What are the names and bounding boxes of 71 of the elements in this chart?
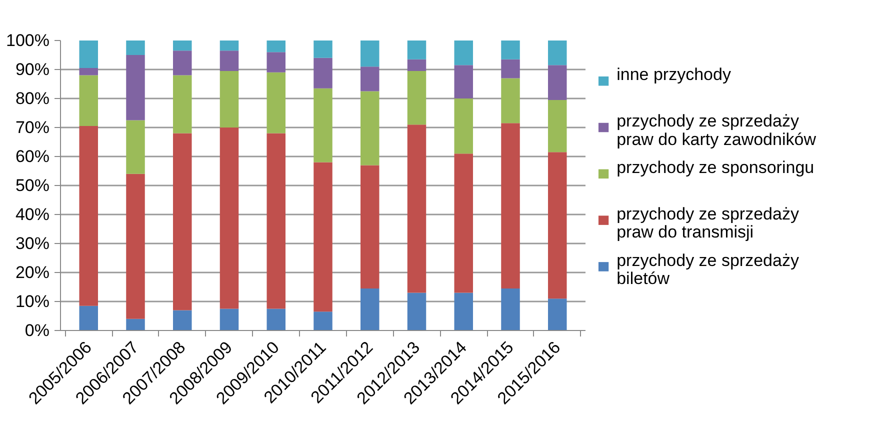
legend-label: przychody ze sprzedaży praw do karty zawodników [616,112,817,149]
bar [173,50,192,76]
bar [360,165,380,288]
y-tick-label: 10% [15,292,50,311]
y-tick-label: 80% [15,89,50,108]
y-tick-label: 50% [15,176,50,195]
bar [266,72,286,134]
bar [220,128,239,309]
bar [126,318,145,330]
bar [314,58,332,88]
bar [220,308,239,330]
bar [454,40,473,66]
bar [501,40,520,60]
bar [266,133,286,309]
bar [79,126,98,306]
bar [548,40,567,66]
bar [454,292,473,330]
y-tick-label: 0% [24,321,50,340]
bar [407,292,426,330]
bar [454,98,473,154]
bar [314,312,332,330]
bar [79,75,98,126]
bar [501,123,520,288]
bar [314,88,332,162]
bar [126,120,145,174]
legend-label: przychody ze sponsoringu [616,158,814,178]
bar [126,174,145,319]
bar [220,50,239,71]
bar [220,70,239,128]
bar [173,133,192,310]
bar [454,65,473,98]
y-tick-label: 70% [15,118,50,137]
bar [173,40,192,51]
bar [407,70,426,125]
bar [548,298,567,330]
y-tick-label: 30% [15,234,50,253]
bar [548,100,567,152]
bar [173,75,192,134]
y-tick-label: 40% [15,205,50,224]
bar [454,154,473,293]
bar [79,40,98,68]
y-tick-label: 60% [15,147,50,166]
bar [501,288,520,330]
bar [314,40,332,58]
bar [360,66,380,92]
bar [360,91,380,166]
legend-label: inne przychody [616,65,732,84]
bar [548,65,567,100]
bar [360,288,380,330]
bar [407,124,426,293]
bar [501,59,520,78]
bar [407,40,426,60]
y-tick-label: 90% [15,60,50,79]
y-tick-label: 100% [6,31,50,50]
bar [407,59,426,71]
bar [126,40,145,55]
bar [266,52,286,72]
bar [220,40,239,51]
bar [79,68,98,76]
legend-label: przychody ze sprzedaży biletów [616,250,800,288]
bar [126,55,145,120]
bar [266,40,286,52]
bar [266,308,286,330]
legend-label: przychody ze sprzedaży praw do transmisji [616,204,800,242]
bar [548,152,567,299]
bar [360,40,380,67]
bar [173,310,192,330]
y-tick-label: 20% [15,263,50,282]
bar [79,306,98,330]
bar [501,78,520,124]
bar [314,162,332,312]
